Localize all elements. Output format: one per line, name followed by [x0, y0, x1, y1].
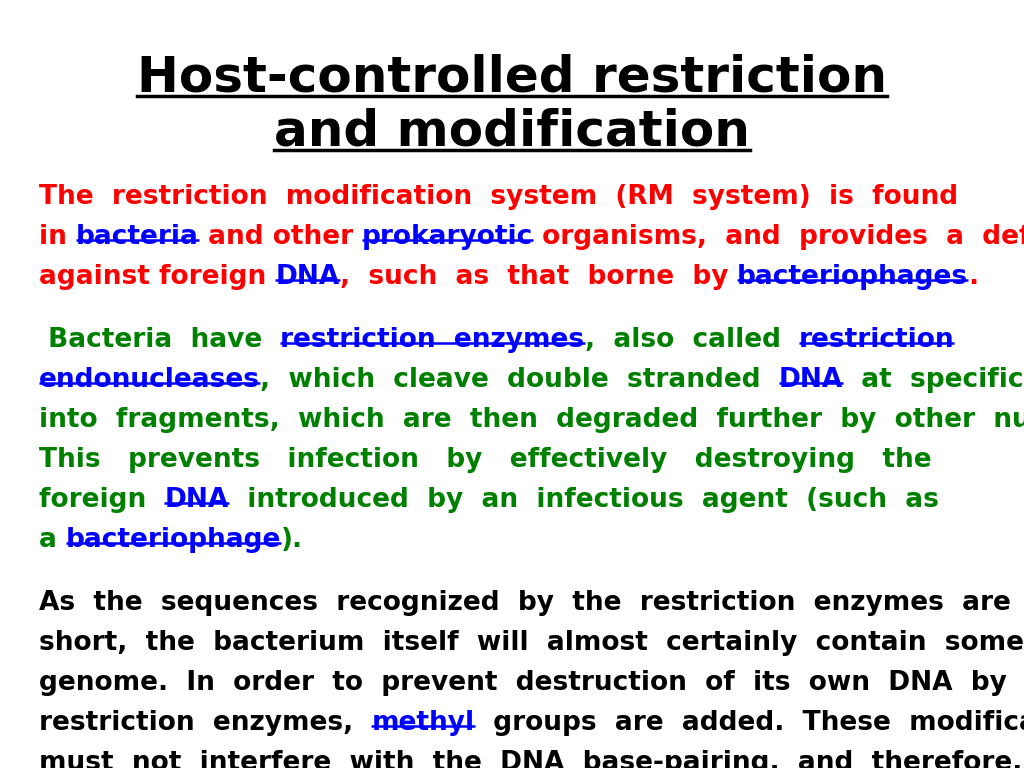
Text: DNA: DNA [779, 367, 843, 393]
Text: The  restriction  modification  system  (RM  system)  is  found: The restriction modification system (RM … [39, 184, 958, 210]
Text: bacteriophages: bacteriophages [737, 264, 969, 290]
Text: foreign: foreign [39, 487, 165, 513]
Text: restriction  enzymes: restriction enzymes [281, 327, 585, 353]
Text: bacteriophage: bacteriophage [66, 527, 282, 553]
Text: organisms,  and  provides  a  defense: organisms, and provides a defense [534, 224, 1024, 250]
Text: into  fragments,  which  are  then  degraded  further  by  other  nucleases.: into fragments, which are then degraded … [39, 407, 1024, 433]
Text: a: a [39, 527, 66, 553]
Text: methyl: methyl [372, 710, 474, 736]
Text: .: . [969, 264, 978, 290]
Text: short,  the  bacterium  itself  will  almost  certainly  contain  some  within  : short, the bacterium itself will almost … [39, 630, 1024, 656]
Text: ).: ). [282, 527, 303, 553]
Text: restriction  enzymes,: restriction enzymes, [39, 710, 372, 736]
Text: groups  are  added.  These  modifications: groups are added. These modifications [474, 710, 1024, 736]
Text: As  the  sequences  recognized  by  the  restriction  enzymes  are  very: As the sequences recognized by the restr… [39, 590, 1024, 616]
Text: at  specific  points: at specific points [843, 367, 1024, 393]
Text: restriction: restriction [799, 327, 954, 353]
Text: DNA: DNA [275, 264, 340, 290]
Text: ,  also  called: , also called [585, 327, 799, 353]
Text: ,  which  cleave  double  stranded: , which cleave double stranded [260, 367, 779, 393]
Text: must  not  interfere  with  the  DNA  base-pairing,  and  therefore,  usually: must not interfere with the DNA base-pai… [39, 750, 1024, 768]
Text: against foreign: against foreign [39, 264, 275, 290]
Text: and modification: and modification [274, 108, 750, 155]
Text: ,  such  as  that  borne  by: , such as that borne by [340, 264, 737, 290]
Text: prokaryotic: prokaryotic [362, 224, 534, 250]
Text: and other: and other [199, 224, 362, 250]
Text: genome.  In  order  to  prevent  destruction  of  its  own  DNA  by  the: genome. In order to prevent destruction … [39, 670, 1024, 696]
Text: endonucleases: endonucleases [39, 367, 260, 393]
Text: bacteria: bacteria [76, 224, 199, 250]
Text: Bacteria  have: Bacteria have [39, 327, 281, 353]
Text: This   prevents   infection   by   effectively   destroying   the: This prevents infection by effectively d… [39, 447, 932, 473]
Text: in: in [39, 224, 76, 250]
Text: DNA: DNA [165, 487, 228, 513]
Text: introduced  by  an  infectious  agent  (such  as: introduced by an infectious agent (such … [228, 487, 939, 513]
Text: Host-controlled restriction: Host-controlled restriction [137, 54, 887, 102]
